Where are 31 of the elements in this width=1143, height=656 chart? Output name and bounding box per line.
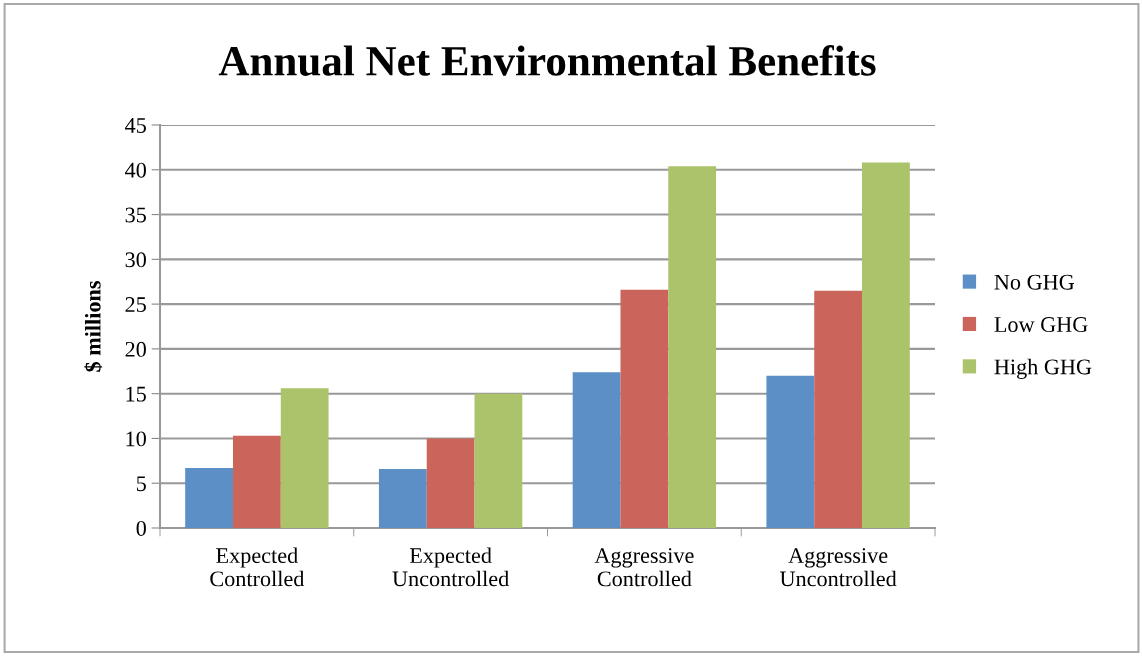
y-tick-label: 20	[125, 341, 146, 357]
x-tick-label: Aggressive Uncontrolled	[779, 548, 897, 587]
bar	[426, 438, 475, 528]
legend-label: No GHG	[994, 274, 1075, 290]
y-tick-label: 45	[125, 118, 146, 133]
legend-label: High GHG	[994, 358, 1092, 379]
bar	[620, 289, 669, 528]
bar	[668, 166, 717, 528]
chart-title: Annual Net Environmental Benefits	[218, 45, 876, 76]
legend-label: Low GHG	[994, 317, 1088, 333]
x-tick-label: Expected Uncontrolled	[392, 547, 509, 587]
y-tick-label: 0	[136, 520, 146, 536]
bar	[766, 375, 815, 528]
bar	[378, 468, 427, 528]
bar	[280, 388, 329, 528]
bar	[572, 372, 621, 528]
y-tick-label: 30	[125, 252, 146, 268]
bar	[474, 393, 523, 528]
bar	[814, 290, 863, 528]
x-tick-label: Aggressive Controlled	[594, 548, 694, 587]
bar	[185, 468, 233, 528]
y-tick-label: 10	[126, 431, 146, 447]
bar	[232, 435, 281, 528]
x-tick-label: Expected Controlled	[210, 547, 305, 587]
y-tick-label: 5	[136, 476, 146, 492]
y-axis-title: $ millions	[84, 281, 103, 372]
y-tick-label: 25	[125, 297, 146, 313]
y-tick-label: 35	[125, 207, 146, 223]
y-tick-label: 40	[125, 162, 146, 178]
y-tick-label: 15	[126, 386, 146, 402]
bar	[862, 162, 910, 528]
